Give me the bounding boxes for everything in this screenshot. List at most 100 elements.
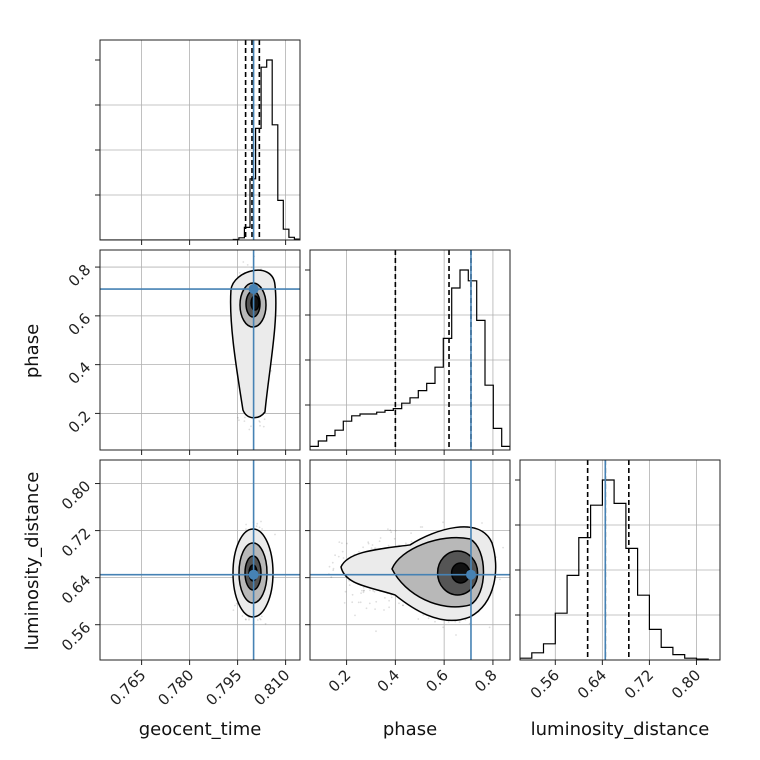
scatter-point (419, 526, 422, 528)
scatter-point (427, 617, 430, 620)
scatter-point (256, 619, 259, 621)
scatter-point (367, 542, 370, 545)
scatter-point (402, 604, 404, 607)
scatter-point (417, 618, 420, 620)
panel-phase-vs-geocent_time: 0.20.40.60.8 (65, 249, 301, 455)
scatter-point (373, 590, 376, 593)
truth-point (465, 569, 476, 580)
scatter-point (248, 428, 251, 431)
scatter-point (259, 617, 261, 620)
scatter-point (488, 626, 491, 629)
scatter-point (383, 609, 385, 611)
grid (310, 460, 510, 660)
scatter-point (237, 416, 239, 419)
xlabel-geocent-time: geocent_time (139, 719, 262, 740)
scatter-point (379, 537, 382, 539)
scatter-point (263, 418, 266, 421)
scatter-point (421, 526, 424, 528)
scatter-point (374, 608, 376, 610)
panel-luminosity_distance-vs-phase: 0.2 0.4 0.6 0.8 (305, 459, 511, 696)
panel-content (100, 250, 300, 450)
xlabel-luminosity-distance: luminosity_distance (531, 719, 710, 740)
scatter-point (365, 607, 368, 610)
scatter-point (248, 616, 251, 619)
scatter-point (343, 602, 346, 604)
scatter-point (244, 416, 246, 419)
contour-level (250, 295, 260, 311)
scatter-point (378, 540, 381, 543)
scatter-point (348, 584, 351, 586)
scatter-point (334, 554, 336, 557)
scatter-point (330, 576, 333, 579)
scatter-point (369, 589, 371, 592)
scatter-point (232, 609, 235, 611)
scatter-point (332, 569, 335, 572)
scatter-point (258, 420, 261, 422)
scatter-point (259, 618, 262, 621)
scatter-point (241, 615, 244, 617)
histogram-luminosity_distance (520, 479, 720, 660)
scatter-point (238, 419, 240, 422)
scatter-point (250, 425, 252, 428)
panel-content (310, 460, 510, 660)
scatter-point (375, 630, 377, 633)
scatter-point (363, 589, 365, 592)
scatter-point (458, 621, 461, 623)
panel-content (310, 250, 510, 450)
scatter-point (375, 600, 378, 603)
scatter-point (259, 424, 261, 427)
scatter-point (245, 618, 247, 621)
scatter-point (344, 590, 347, 593)
scatter-point (354, 614, 356, 617)
scatter-point (454, 620, 457, 623)
scatter-point (328, 565, 331, 568)
scatter-point (260, 615, 263, 618)
scatter-point (244, 618, 247, 620)
panel-geocent_time-vs-geocent_time (95, 39, 301, 245)
scatter-point (243, 420, 246, 422)
scatter-point (422, 614, 425, 616)
scatter-point (410, 540, 413, 543)
scatter-point (331, 561, 334, 564)
scatter-point (372, 589, 374, 592)
scatter-point (388, 599, 390, 602)
scatter-point (351, 593, 354, 596)
panel-frame (99, 249, 301, 451)
scatter-point (405, 542, 407, 545)
scatter-point (361, 589, 363, 592)
grid (100, 250, 300, 450)
scatter-point (410, 532, 412, 534)
histogram-phase (310, 269, 510, 450)
scatter-point (342, 557, 345, 559)
scatter-point (255, 525, 258, 528)
ylabel-luminosity-distance: luminosity_distance (22, 472, 43, 651)
scatter-point (245, 523, 248, 526)
scatter-point (351, 601, 354, 604)
scatter-point (387, 544, 390, 547)
scatter-point (390, 531, 393, 534)
scatter-point (481, 522, 483, 524)
scatter-point (264, 622, 267, 625)
scatter-point (370, 547, 373, 549)
scatter-point (261, 528, 263, 530)
panel-content (100, 460, 300, 660)
scatter-point (246, 264, 249, 266)
scatter-point (468, 622, 471, 625)
scatter-point (260, 520, 262, 523)
scatter-point (374, 547, 377, 550)
scatter-point (387, 528, 389, 530)
scatter-point (234, 604, 236, 607)
scatter-point (357, 601, 360, 604)
truth-point (248, 569, 259, 580)
scatter-point (258, 526, 261, 529)
scatter-point (248, 618, 250, 621)
panel-frame (99, 39, 301, 241)
scatter-point (455, 634, 457, 636)
scatter-point (360, 592, 362, 594)
panel-phase-vs-phase (305, 249, 511, 455)
scatter-point (359, 601, 362, 604)
scatter-point (373, 547, 376, 550)
scatter-point (274, 533, 276, 536)
scatter-point (442, 521, 444, 524)
scatter-point (259, 421, 261, 423)
